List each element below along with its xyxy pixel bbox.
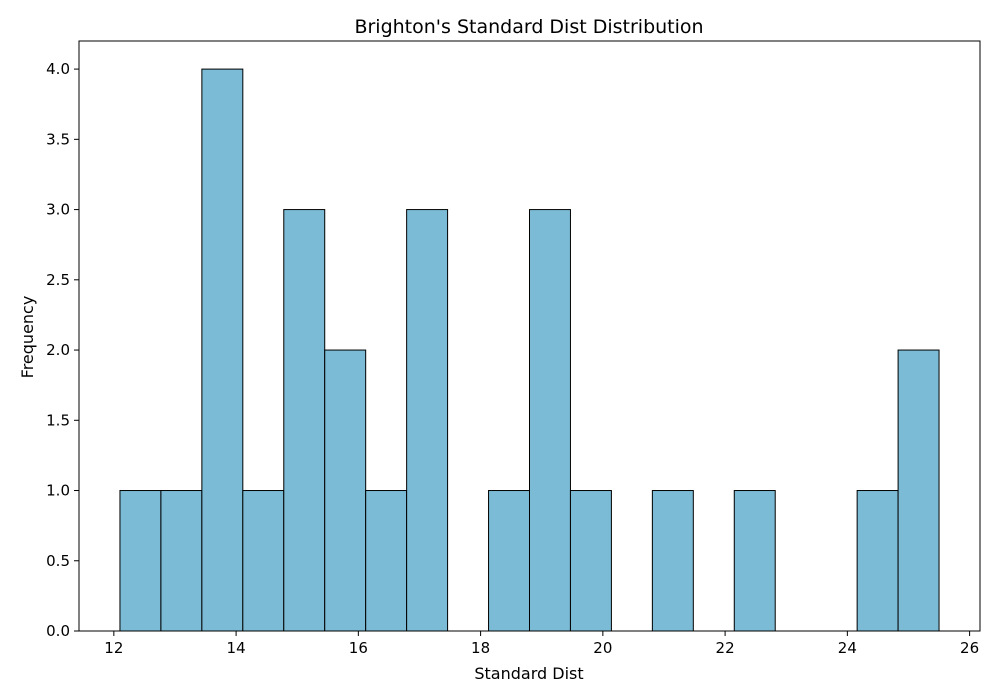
y-tick-label: 2.0 (46, 341, 70, 359)
x-tick-label: 14 (227, 639, 246, 657)
y-tick-label: 2.5 (46, 271, 70, 289)
bars-layer (119, 68, 940, 632)
x-tick-label: 18 (471, 639, 490, 657)
y-tick-label: 3.5 (46, 130, 70, 148)
y-tick-label: 0.0 (46, 622, 70, 640)
y-tick-label: 4.0 (46, 60, 70, 78)
x-tick-label: 20 (593, 639, 612, 657)
histogram-bar-19 (897, 349, 940, 632)
histogram-bar-5 (324, 349, 367, 632)
histogram-bar-7 (406, 209, 449, 632)
histogram-bar-15 (733, 490, 776, 632)
histogram-bar-3 (242, 490, 285, 632)
x-tick-label: 22 (716, 639, 735, 657)
x-tick-label: 12 (104, 639, 123, 657)
x-tick-label: 24 (838, 639, 857, 657)
x-axis-title: Standard Dist (474, 664, 583, 683)
axes-layer: 0.0 0.5 1.0 1.5 2.0 2.5 3.0 3.5 4.0 12 14 16 18 20 22 2… (46, 40, 981, 657)
histogram-bar-18 (856, 490, 899, 632)
histogram-bar-2 (201, 68, 244, 632)
y-tick-label: 0.5 (46, 552, 70, 570)
histogram-bar-4 (283, 209, 326, 632)
histogram-bar-0 (119, 490, 162, 632)
y-tick-label: 1.5 (46, 411, 70, 429)
histogram-bar-6 (365, 490, 408, 632)
histogram-bar-10 (529, 209, 571, 632)
chart-title: Brighton's Standard Dist Distribution (354, 16, 703, 38)
x-tick-label: 16 (349, 639, 368, 657)
histogram-bar-13 (651, 490, 694, 632)
histogram-bar-9 (488, 490, 530, 632)
histogram-bar-1 (160, 490, 203, 632)
histogram-bar-11 (569, 490, 612, 632)
y-tick-label: 3.0 (46, 201, 70, 219)
y-axis-title: Frequency (18, 296, 37, 379)
x-tick-label: 26 (960, 639, 979, 657)
plot-frame (78, 40, 981, 632)
y-tick-label: 1.0 (46, 482, 70, 500)
